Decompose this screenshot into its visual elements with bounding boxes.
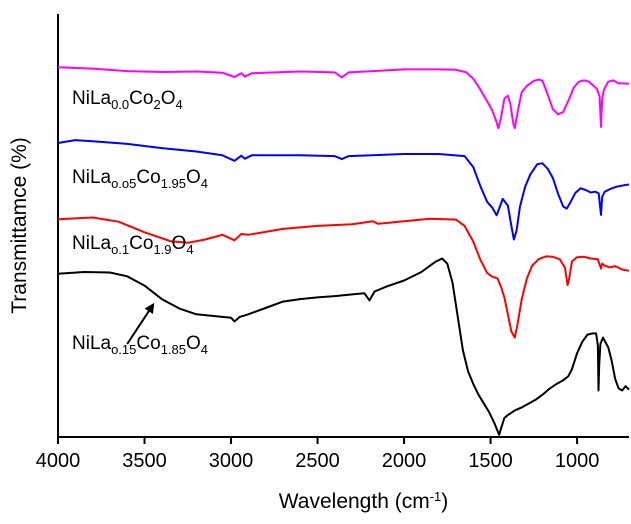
annotation-arrow	[126, 302, 155, 345]
series-line-1	[57, 66, 630, 130]
series-line-4	[57, 257, 630, 436]
x-tick-label: 2500	[295, 450, 340, 472]
x-axis-title: Wavelength (cm-1)	[279, 489, 449, 514]
x-tick-label: 1000	[555, 450, 600, 472]
x-tick-label: 4000	[36, 450, 81, 472]
series-label-1: NiLa0.0Co2O4	[72, 88, 183, 112]
x-tick-label: 1500	[468, 450, 513, 472]
x-tick-label: 3000	[209, 450, 254, 472]
y-axis-title: Transmittamce (%)	[8, 137, 31, 314]
x-tick-label: 2000	[382, 450, 427, 472]
x-tick-label: 3500	[122, 450, 167, 472]
series-line-3	[57, 216, 630, 339]
series-label-3: NiLao.1Co1.9O4	[72, 233, 194, 257]
series-line-2	[57, 139, 630, 241]
series-label-2: NiLao.o5Co1.95O4	[72, 167, 208, 191]
series-label-4: NiLao.15Co1.85O4	[72, 333, 208, 357]
